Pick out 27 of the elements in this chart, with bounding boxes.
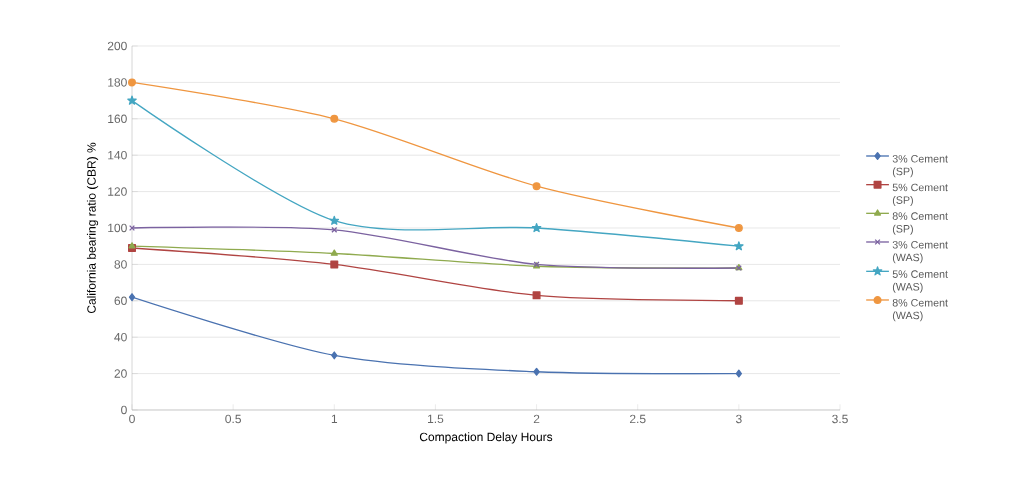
y-tick-label: 100 [108,223,127,233]
x-tick-label: 2 [533,414,540,424]
y-tick-label: 20 [114,369,127,378]
y-tick-label: 0 [121,405,127,415]
legend-label: 8% Cement (WAS) [892,298,948,322]
y-axis-title: California bearing ratio (CBR) % [86,142,99,314]
x-tick-label: 0 [129,414,135,424]
legend-label: 3% Cement (WAS) [892,240,948,264]
x-axis-title: Compaction Delay Hours [419,432,553,444]
x-tick-label: 3 [735,414,742,424]
y-tick-label: 180 [108,78,127,87]
legend-label: 5% Cement (SP) [892,183,948,206]
x-tick-label: 0.5 [225,414,241,424]
y-tick-label: 160 [108,114,127,124]
y-tick-label: 60 [114,296,127,306]
y-tick-label: 140 [108,150,127,160]
x-tick-label: 1 [331,414,338,423]
legend-label: 3% Cement (SP) [892,155,948,178]
x-tick-label: 1.5 [428,414,444,424]
x-tick-label: 3.5 [832,414,848,424]
y-tick-label: 80 [114,260,127,269]
y-tick-label: 200 [107,41,127,51]
legend-label: 8% Cement (SP) [892,212,948,235]
x-tick-label: 2.5 [629,414,646,424]
y-tick-label: 120 [108,187,127,196]
legend-label: 5% Cement (WAS) [892,270,948,293]
y-tick-label: 40 [114,332,127,342]
